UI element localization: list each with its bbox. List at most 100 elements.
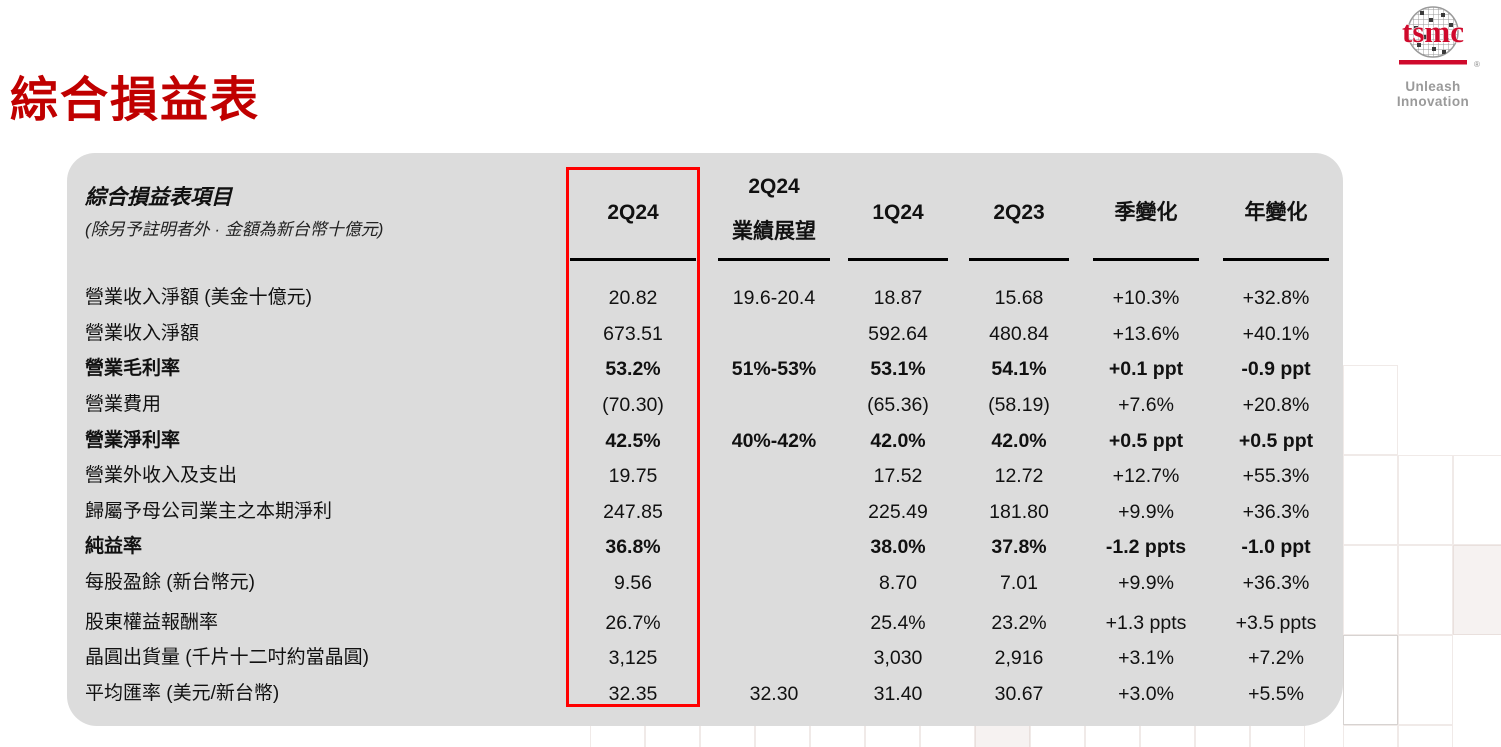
watermark-cell xyxy=(1398,725,1453,747)
watermark-cell xyxy=(1195,725,1250,747)
column-underline xyxy=(1093,258,1199,261)
cell-value: +36.3% xyxy=(1242,501,1310,523)
row-label: 營業外收入及支出 xyxy=(85,465,238,486)
watermark-cell xyxy=(1398,635,1453,725)
column-underline xyxy=(969,258,1069,261)
cell-value: (70.30) xyxy=(602,394,664,416)
cell-value: 20.82 xyxy=(608,287,658,309)
cell-value: +10.3% xyxy=(1112,287,1180,309)
row-label: 純益率 xyxy=(85,536,143,557)
cell-value: +55.3% xyxy=(1242,465,1310,487)
cell-value: +3.0% xyxy=(1118,683,1174,705)
watermark-cell xyxy=(1453,545,1501,635)
column-header-label: 2Q24 xyxy=(748,175,800,198)
cell-value: +9.9% xyxy=(1118,501,1174,523)
watermark-cell xyxy=(1343,365,1398,455)
cell-value: 19.75 xyxy=(608,465,658,487)
page-title: 綜合損益表 xyxy=(10,74,261,127)
cell-value: 2,916 xyxy=(994,647,1044,669)
column-header-2: 2Q24 業績展望 xyxy=(699,173,849,246)
cell-value: 23.2% xyxy=(991,612,1047,634)
row-label: 營業收入淨額 xyxy=(85,323,200,344)
watermark-cell xyxy=(1085,725,1140,747)
cell-value: +7.6% xyxy=(1118,394,1174,416)
cell-value: +36.3% xyxy=(1242,572,1310,594)
cell-value: 26.7% xyxy=(605,612,661,634)
cell-value: 53.2% xyxy=(605,358,661,380)
cell-value: 17.52 xyxy=(873,465,923,487)
logo-tagline: Unleash Innovation xyxy=(1396,79,1470,109)
watermark-cell xyxy=(1343,455,1398,545)
column-header-sublabel: 業績展望 xyxy=(732,220,816,243)
cell-value: +12.7% xyxy=(1112,465,1180,487)
row-label: 營業淨利率 xyxy=(85,430,181,451)
cell-value: 8.70 xyxy=(879,572,917,594)
watermark-cell xyxy=(920,725,975,747)
watermark-cell xyxy=(755,725,810,747)
row-label: 晶圓出貨量 (千片十二吋約當晶圓) xyxy=(85,647,369,668)
cell-value: 3,030 xyxy=(873,647,923,669)
watermark-cell xyxy=(1398,545,1453,635)
cell-value: +0.1 ppt xyxy=(1108,358,1184,380)
row-label: 平均匯率 (美元/新台幣) xyxy=(85,683,280,704)
cell-value: 30.67 xyxy=(994,683,1044,705)
cell-value: 15.68 xyxy=(994,287,1044,309)
column-header-label: 2Q24 xyxy=(607,201,659,224)
column-header-label: 季變化 xyxy=(1114,201,1178,224)
column-header-label: 年變化 xyxy=(1244,201,1308,224)
watermark-cell xyxy=(645,725,700,747)
column-underline xyxy=(848,258,948,261)
cell-value: +7.2% xyxy=(1248,647,1304,669)
cell-value: -1.2 ppts xyxy=(1105,536,1187,558)
cell-value: 18.87 xyxy=(873,287,923,309)
cell-value: +1.3 ppts xyxy=(1105,612,1187,634)
row-label: 營業毛利率 xyxy=(85,358,181,379)
watermark-cell xyxy=(1398,455,1453,545)
column-underline xyxy=(1223,258,1329,261)
cell-value: +0.5 ppt xyxy=(1238,430,1314,452)
watermark-cell xyxy=(1030,725,1085,747)
watermark-cell xyxy=(1140,725,1195,747)
tsmc-logo: tsmc ® Unleash Innovation xyxy=(1368,4,1498,109)
cell-value: 42.0% xyxy=(991,430,1047,452)
watermark-cell xyxy=(1453,455,1501,545)
cell-value: +5.5% xyxy=(1248,683,1304,705)
cell-value: -1.0 ppt xyxy=(1241,536,1311,558)
cell-value: 54.1% xyxy=(991,358,1047,380)
cell-value: 247.85 xyxy=(603,501,663,523)
cell-value: 12.72 xyxy=(994,465,1044,487)
cell-value: 480.84 xyxy=(989,323,1049,345)
tsmc-wafer-logo-icon: tsmc ® xyxy=(1399,6,1480,69)
cell-value: +20.8% xyxy=(1242,394,1310,416)
column-header-1: 2Q24 xyxy=(558,199,708,227)
cell-value: +3.1% xyxy=(1118,647,1174,669)
cell-value: +0.5 ppt xyxy=(1108,430,1184,452)
watermark-cell xyxy=(975,725,1030,747)
cell-value: +32.8% xyxy=(1242,287,1310,309)
cell-value: 40%-42% xyxy=(731,430,817,452)
column-underline xyxy=(718,258,830,261)
cell-value: 19.6-20.4 xyxy=(732,287,816,309)
row-label: 營業收入淨額 (美金十億元) xyxy=(85,287,312,308)
cell-value: -0.9 ppt xyxy=(1241,358,1311,380)
column-header-label: 2Q23 xyxy=(993,201,1045,224)
watermark-cell xyxy=(700,725,755,747)
cell-value: 225.49 xyxy=(868,501,928,523)
watermark-cell xyxy=(1250,725,1305,747)
registered-mark: ® xyxy=(1474,60,1480,69)
cell-value: +9.9% xyxy=(1118,572,1174,594)
row-label: 股東權益報酬率 xyxy=(85,612,219,633)
cell-value: 32.30 xyxy=(749,683,799,705)
watermark-cell xyxy=(865,725,920,747)
watermark-cell xyxy=(1343,635,1398,725)
column-header-label: 1Q24 xyxy=(872,201,924,224)
table-subtitle: (除另予註明者外 · 金額為新台幣十億元) xyxy=(85,220,384,239)
cell-value: 31.40 xyxy=(873,683,923,705)
watermark-cell xyxy=(810,725,865,747)
watermark-cell xyxy=(1343,725,1398,747)
cell-value: 181.80 xyxy=(989,501,1049,523)
cell-value: +3.5 ppts xyxy=(1235,612,1317,634)
income-statement-panel: 綜合損益表項目 (除另予註明者外 · 金額為新台幣十億元) 2Q24 2Q24 業績… xyxy=(67,153,1343,726)
column-header-6: 年變化 xyxy=(1201,199,1351,227)
